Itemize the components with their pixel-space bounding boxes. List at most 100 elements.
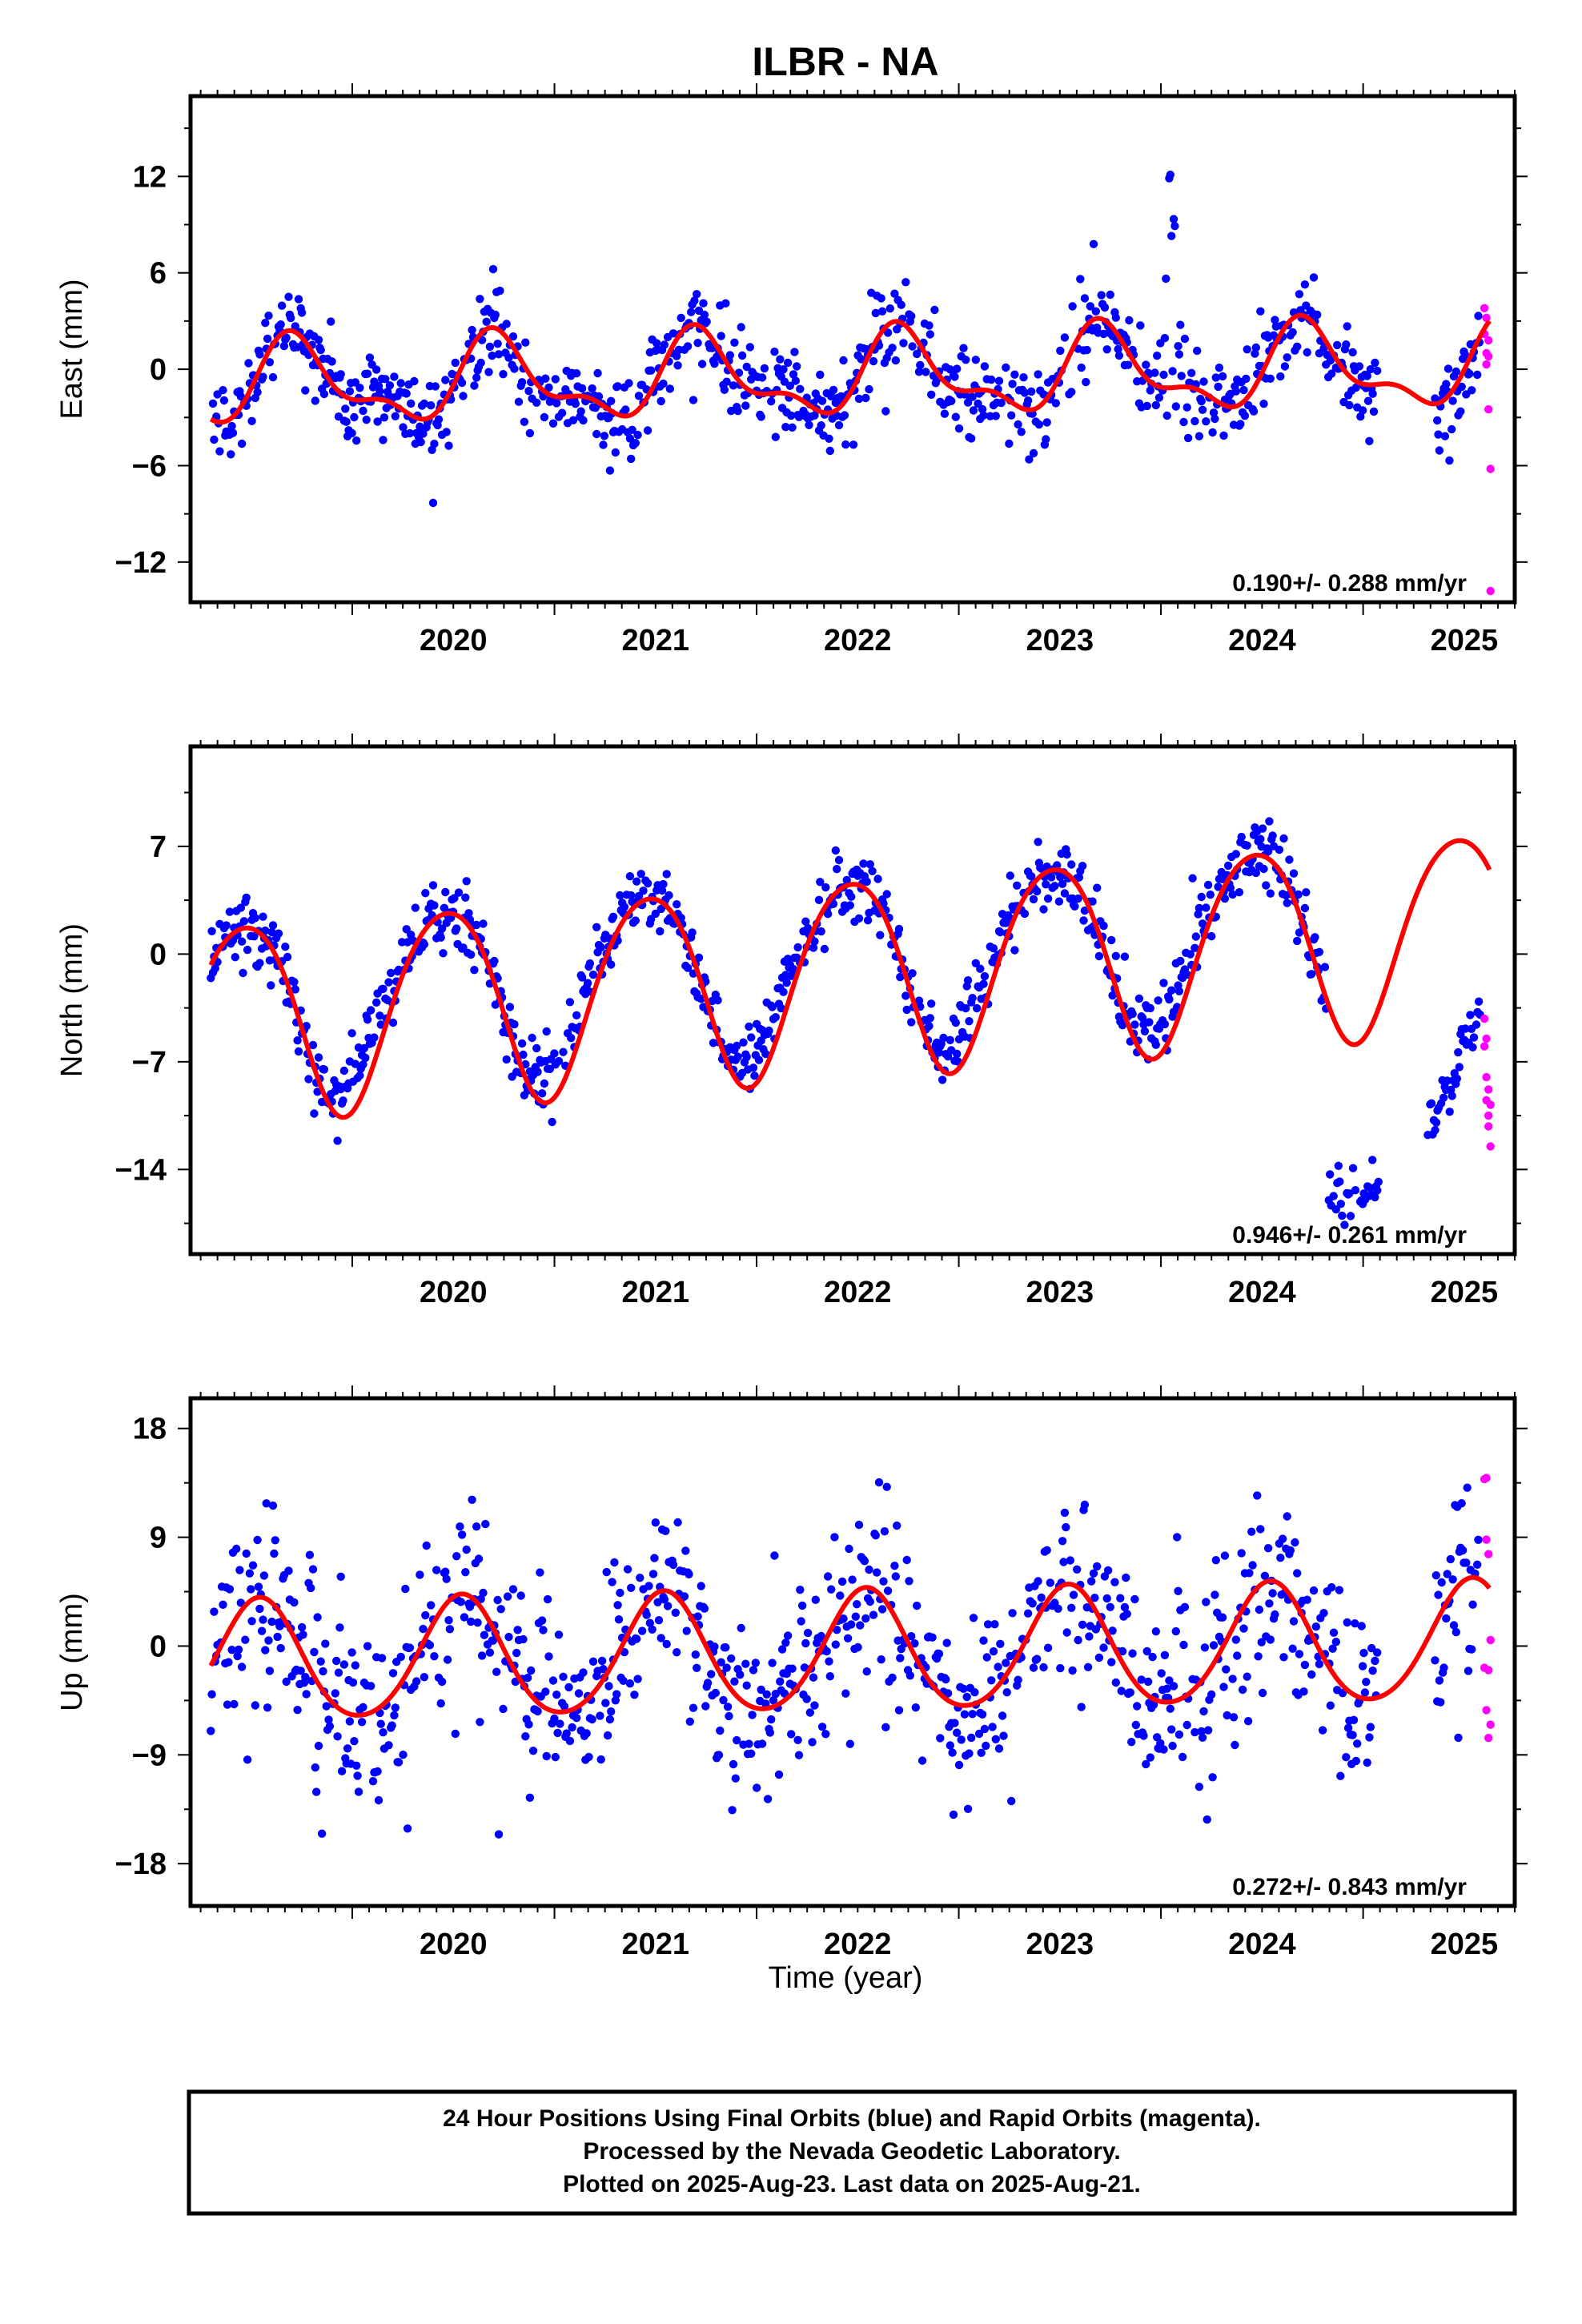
- final-orbit-point: [339, 1066, 349, 1076]
- final-orbit-point: [1039, 1663, 1048, 1672]
- final-orbit-point: [1027, 387, 1036, 396]
- final-orbit-point: [817, 927, 825, 936]
- final-orbit-point: [710, 360, 719, 368]
- final-orbit-point: [693, 1663, 701, 1672]
- final-orbit-point: [1327, 369, 1336, 378]
- final-orbit-point: [1318, 1726, 1327, 1735]
- final-orbit-point: [517, 1039, 527, 1048]
- final-orbit-point: [1443, 1076, 1452, 1085]
- final-orbit-point: [430, 440, 439, 448]
- final-orbit-point: [1209, 408, 1219, 417]
- final-orbit-point: [1243, 841, 1251, 850]
- final-orbit-point: [779, 365, 788, 374]
- final-orbit-point: [859, 859, 868, 868]
- final-orbit-point: [917, 1756, 927, 1765]
- final-orbit-point: [474, 1554, 484, 1563]
- final-orbit-point: [477, 1651, 487, 1660]
- final-orbit-point: [1433, 416, 1442, 425]
- final-orbit-point: [325, 1722, 335, 1731]
- final-orbit-point: [301, 1672, 310, 1682]
- final-orbit-point: [760, 364, 769, 373]
- final-orbit-point: [223, 1700, 232, 1709]
- final-orbit-point: [669, 329, 678, 338]
- final-orbit-point: [1082, 345, 1091, 355]
- final-orbit-point: [472, 920, 481, 930]
- final-orbit-point: [461, 893, 470, 903]
- final-orbit-point: [1023, 1609, 1033, 1618]
- final-orbit-point: [742, 1681, 751, 1690]
- final-orbit-point: [291, 322, 299, 331]
- final-orbit-point: [405, 428, 415, 438]
- x-tick-label: 2020: [420, 1928, 488, 1961]
- final-orbit-point: [689, 396, 698, 404]
- final-orbit-point: [1362, 1678, 1371, 1687]
- final-orbit-point: [733, 407, 742, 416]
- final-orbit-point: [1087, 1577, 1096, 1586]
- final-orbit-point: [1142, 360, 1150, 369]
- final-orbit-point: [650, 1554, 659, 1562]
- rapid-orbit-point: [1484, 405, 1493, 414]
- final-orbit-point: [565, 998, 575, 1007]
- final-orbit-point: [643, 879, 652, 888]
- final-orbit-point: [437, 924, 447, 933]
- rapid-orbit-point: [1484, 1122, 1493, 1131]
- final-orbit-point: [1254, 1652, 1263, 1661]
- final-orbit-point: [840, 411, 849, 420]
- final-orbit-point: [831, 1640, 841, 1649]
- final-orbit-point: [321, 1639, 330, 1648]
- final-orbit-point: [926, 1014, 935, 1023]
- final-orbit-point: [823, 1572, 833, 1581]
- final-orbit-point: [539, 1626, 548, 1634]
- final-orbit-point: [854, 1520, 864, 1530]
- final-orbit-point: [1436, 1698, 1445, 1707]
- final-orbit-point: [1195, 1783, 1204, 1791]
- final-orbit-point: [729, 381, 738, 390]
- final-orbit-point: [809, 1673, 818, 1682]
- final-orbit-point: [625, 1679, 635, 1688]
- final-orbit-point: [284, 1566, 293, 1575]
- final-orbit-point: [1089, 239, 1098, 248]
- final-orbit-point: [492, 1667, 501, 1676]
- final-orbit-point: [925, 1022, 934, 1031]
- final-orbit-point: [742, 362, 751, 372]
- final-orbit-point: [1111, 313, 1121, 322]
- final-orbit-point: [533, 1707, 542, 1716]
- final-orbit-point: [1127, 1738, 1136, 1747]
- final-orbit-point: [1348, 1164, 1358, 1172]
- final-orbit-point: [1134, 994, 1144, 1003]
- final-orbit-point: [1468, 386, 1476, 395]
- final-orbit-point: [1291, 1538, 1299, 1547]
- final-orbit-point: [1368, 389, 1377, 398]
- final-orbit-point: [721, 1643, 730, 1652]
- final-orbit-point: [1162, 411, 1171, 420]
- final-orbit-point: [991, 412, 1001, 420]
- footer-box: [187, 2089, 1517, 2216]
- rapid-orbit-point: [1482, 1072, 1491, 1082]
- final-orbit-point: [611, 448, 620, 457]
- final-orbit-point: [310, 1109, 319, 1118]
- final-orbit-point: [594, 392, 604, 401]
- final-orbit-point: [335, 1623, 344, 1632]
- final-orbit-point: [551, 375, 560, 384]
- y-tick-label: −9: [132, 1739, 167, 1772]
- final-orbit-point: [1311, 1622, 1321, 1631]
- final-orbit-point: [524, 387, 533, 396]
- final-orbit-point: [710, 1642, 719, 1651]
- final-orbit-point: [1348, 1731, 1357, 1739]
- final-orbit-point: [976, 964, 985, 973]
- final-orbit-point: [1461, 1024, 1470, 1033]
- rapid-orbit-point: [1480, 1014, 1489, 1023]
- final-orbit-point: [270, 1549, 279, 1558]
- final-orbit-point: [537, 1616, 547, 1625]
- final-orbit-point: [247, 1585, 255, 1594]
- final-orbit-point: [472, 373, 481, 382]
- final-orbit-point: [559, 1672, 568, 1681]
- final-orbit-point: [332, 1656, 341, 1666]
- final-orbit-point: [612, 1690, 621, 1699]
- final-orbit-point: [491, 310, 500, 320]
- final-orbit-point: [616, 891, 624, 900]
- final-orbit-point: [632, 877, 641, 886]
- final-orbit-point: [685, 1570, 693, 1579]
- final-orbit-point: [996, 927, 1005, 937]
- final-orbit-point: [982, 1741, 990, 1751]
